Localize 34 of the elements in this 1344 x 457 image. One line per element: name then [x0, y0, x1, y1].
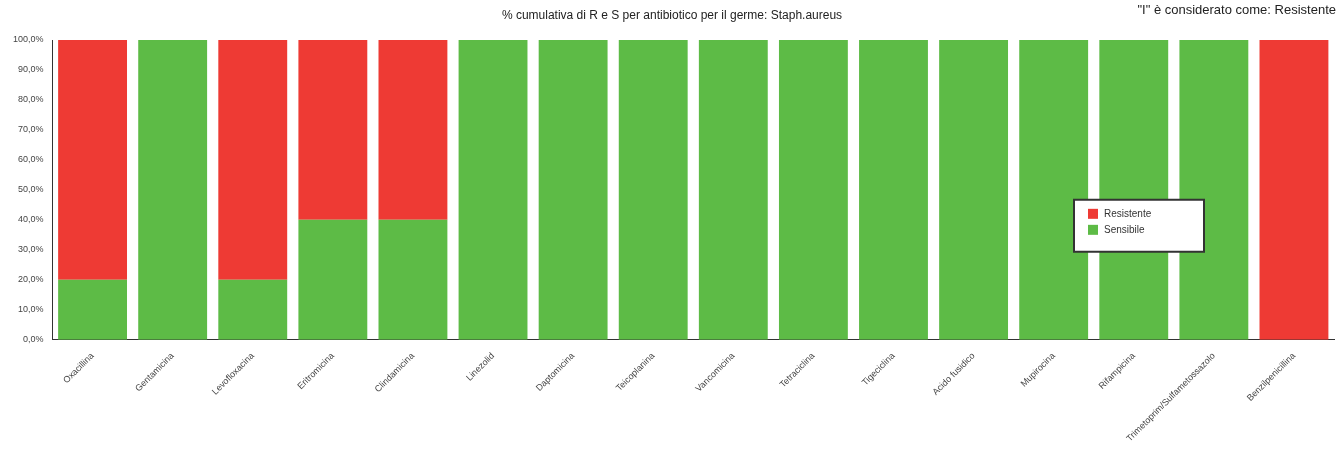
y-tick-label: 90,0% [17, 64, 44, 75]
bar [1179, 40, 1249, 340]
bar [298, 40, 368, 220]
y-tick-label: 70,0% [17, 124, 44, 135]
y-tick-label: 20,0% [17, 274, 44, 285]
y-tick-label: 100,0% [12, 34, 44, 45]
legend-label: Sensibile [1104, 223, 1146, 235]
bar [458, 40, 528, 340]
y-tick-label: 50,0% [17, 184, 44, 195]
y-tick-label: 60,0% [17, 154, 44, 165]
legend-label: Resistente [1104, 207, 1152, 219]
bar [698, 40, 768, 340]
bar [939, 40, 1009, 340]
bar [378, 40, 448, 220]
bar [618, 40, 688, 340]
bar [298, 219, 368, 340]
bar [859, 40, 928, 340]
bar [778, 40, 848, 340]
bar [1259, 40, 1329, 340]
bar [58, 279, 128, 340]
y-tick-label: 80,0% [17, 94, 44, 105]
chart-title: % cumulativa di R e S per antibiotico per il germe: Staph.aureus [501, 8, 843, 22]
bar [1019, 40, 1089, 340]
bar [538, 40, 608, 340]
bar [218, 279, 288, 340]
bar [218, 40, 288, 280]
bar [58, 40, 128, 280]
y-tick-label: 10,0% [17, 304, 44, 315]
bar [138, 40, 208, 340]
y-tick-label: 0,0% [23, 334, 44, 345]
y-tick-label: 30,0% [17, 244, 44, 255]
bar [378, 219, 448, 340]
text: "I" è considerato come: Resistente [1137, 2, 1336, 17]
y-tick-label: 40,0% [17, 214, 44, 225]
